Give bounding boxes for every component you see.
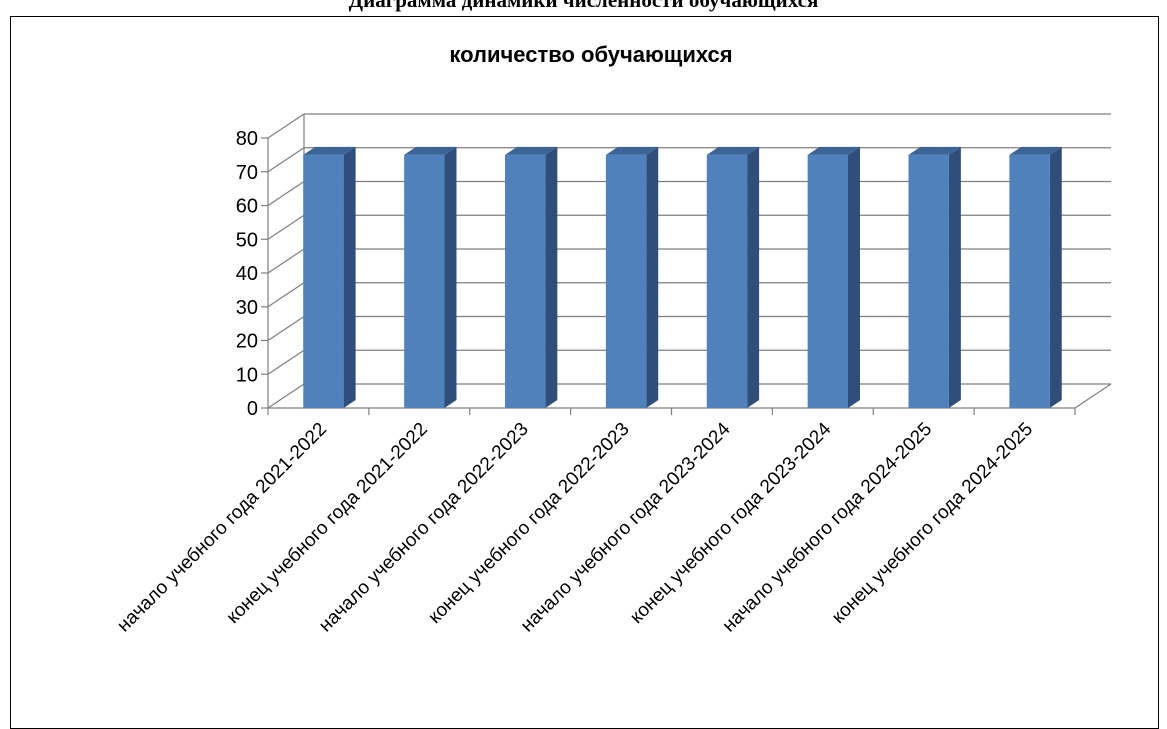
x-category-label: конец учебного года 2021-2022 [223,419,432,628]
bar-side [747,146,760,408]
y-tick-label: 80 [236,128,258,150]
y-tick-label: 20 [236,331,258,353]
bar [404,154,445,408]
y-tick-label: 50 [236,229,258,251]
gridline-side [267,383,305,409]
chart-frame [10,16,1159,729]
x-category-label: конец учебного года 2023-2024 [626,418,835,627]
document-title: Диаграмма динамики численности обучающих… [348,0,819,12]
bar-side [847,146,860,408]
x-category-label: конец учебного года 2024-2025 [828,419,1037,628]
bar-5 [706,146,760,408]
bar [303,154,344,408]
x-category-label: начало учебного года 2023-2024 [517,418,735,636]
x-category-label: начало учебного года 2022-2023 [315,419,533,637]
y-tick-label: 40 [236,263,258,285]
bar [505,154,546,408]
bar-top [908,146,961,155]
bar-side [444,146,457,408]
bar-side [545,146,558,408]
gridline-side [267,316,305,341]
bar-3 [505,146,558,408]
gridline-side [267,147,305,173]
bar-top [1009,146,1062,155]
gridline-side [267,349,305,375]
gridlines [267,113,1111,409]
floor-edge [1074,383,1112,409]
y-tick-label: 70 [236,162,258,184]
y-axis-ticks: 0 10 20 30 40 50 60 70 80 [236,128,268,420]
gridline-side [267,113,305,139]
bar-7 [908,146,961,408]
bar-side [343,146,356,408]
bar [807,154,848,408]
bar-top [807,146,860,155]
bar-1 [303,146,356,408]
x-category-label: конец учебного года 2022-2023 [424,419,633,628]
bar [706,154,748,408]
bar [605,154,647,408]
bar-4 [605,146,659,408]
bar [1009,154,1050,408]
y-tick-label: 10 [236,364,258,386]
gridline-side [267,214,305,240]
x-category-label: начало учебного года 2021-2022 [113,419,331,637]
x-category-label: начало учебного года 2024-2025 [719,419,937,637]
bar-top [706,146,760,155]
y-tick-label: 60 [236,196,258,218]
y-tick-label: 30 [236,297,258,319]
chart-title: количество обучающихся [449,42,732,67]
bar-8 [1009,146,1062,408]
gridline-side [267,248,305,274]
bar-top [404,146,457,155]
gridline-side [267,282,305,308]
axes [267,114,1112,409]
bar-2 [404,146,457,408]
bar-top [303,146,356,155]
bar-top [505,146,558,155]
bar-top [605,146,659,155]
y-tick-label: 0 [247,398,258,420]
bar [908,154,949,408]
bar-6 [807,146,860,408]
gridline-side [267,181,305,206]
bar-side [646,146,659,408]
bar-side [948,146,961,408]
bar-side [1049,146,1062,408]
bars [303,146,1062,408]
